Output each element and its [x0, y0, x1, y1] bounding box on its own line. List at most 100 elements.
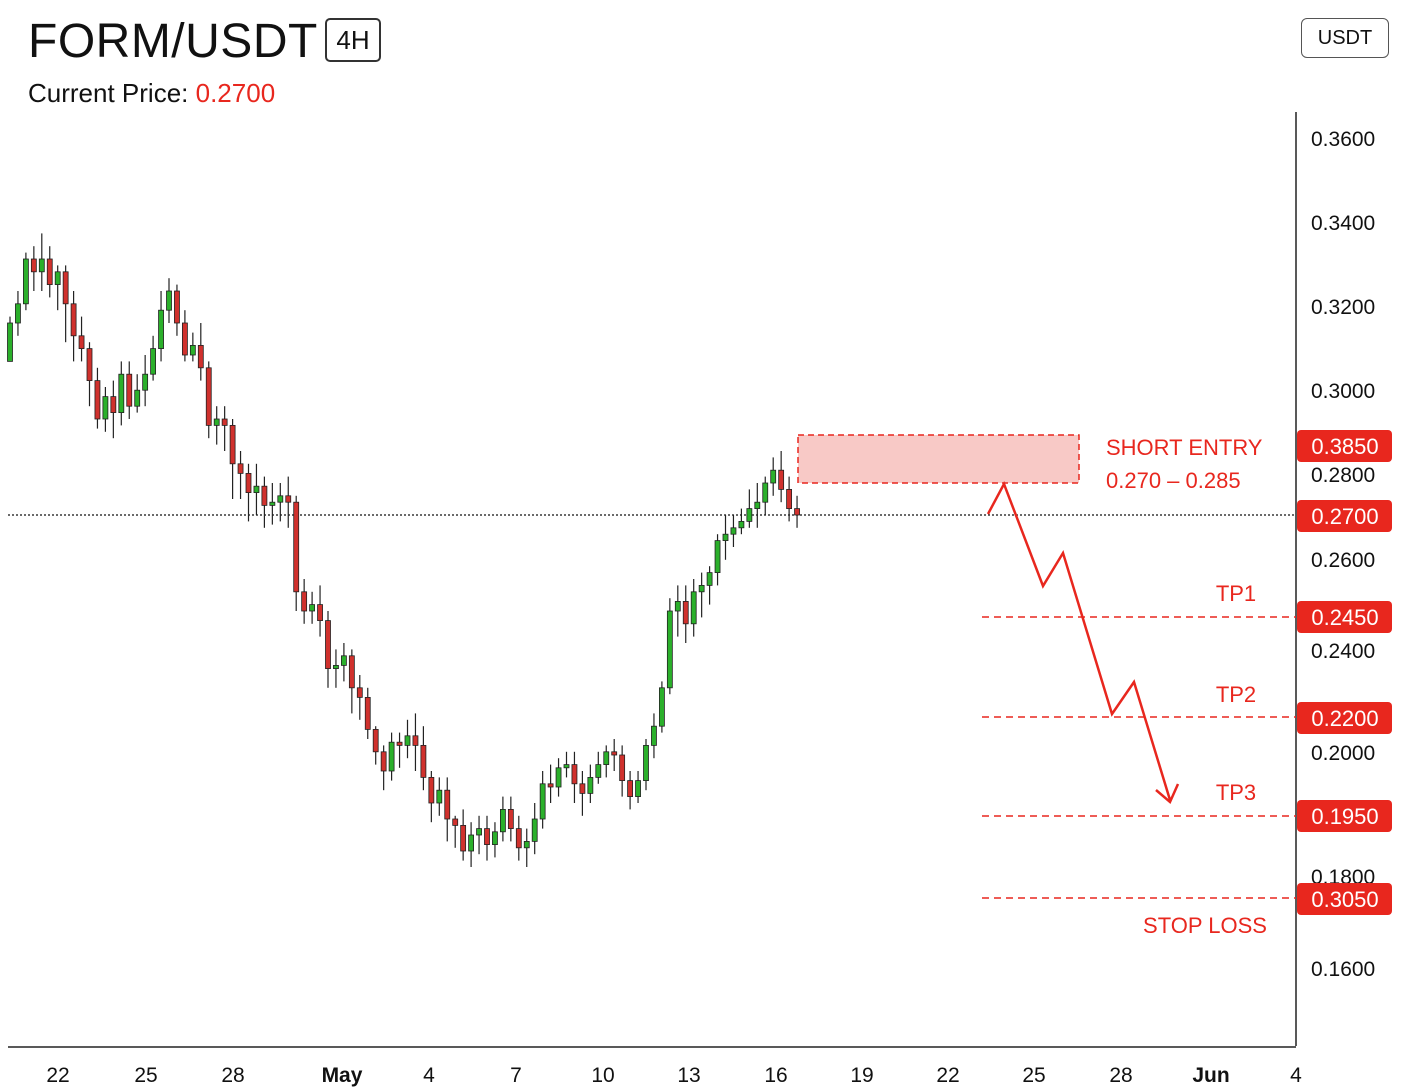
candle-body [778, 469, 785, 490]
tp1-badge: 0.2450 [1297, 601, 1392, 633]
candle-body [770, 469, 777, 484]
candle-body [428, 777, 435, 804]
short-entry-badge-bg [1297, 430, 1392, 462]
current-price-line: Current Price: 0.2700 [28, 78, 275, 109]
candle-body [746, 508, 753, 522]
candle-body [635, 780, 641, 797]
projected-path-arrow [986, 480, 1172, 801]
candle-body [539, 783, 546, 820]
current-price-badge-bg [1297, 500, 1392, 532]
candle-body [420, 745, 427, 778]
candle-body [54, 271, 61, 285]
candle-body [78, 335, 85, 349]
quote-currency-button[interactable]: USDT [1301, 18, 1389, 58]
candle-body [237, 463, 244, 474]
tp3-badge-bg [1297, 800, 1392, 832]
candle-body [142, 373, 149, 391]
candle-body [317, 604, 323, 621]
x-tick-label: 25 [134, 1064, 157, 1087]
candle-body [388, 741, 395, 772]
candle-body [181, 322, 188, 356]
stop-loss-label: STOP LOSS [1143, 913, 1267, 938]
tp1-badge-text: 0.2450 [1311, 605, 1378, 630]
y-axis-labels: 0.3600 0.3400 0.3200 0.3000 0.2800 0.260… [1311, 128, 1375, 981]
candle-body [682, 601, 689, 625]
short-entry-zone[interactable] [797, 434, 1080, 484]
candle-body [102, 396, 109, 420]
candle-body [499, 809, 506, 833]
tp3-label: TP3 [1216, 780, 1256, 805]
y-tick-label: 0.2400 [1311, 640, 1375, 663]
candle-body [325, 620, 331, 669]
x-tick-label: 22 [46, 1064, 69, 1087]
candle-body [134, 389, 141, 407]
candle-body [611, 751, 618, 756]
current-price-value: 0.2700 [195, 78, 276, 108]
y-tick-label: 0.3400 [1311, 212, 1375, 235]
current-price-badge-text: 0.2700 [1311, 504, 1378, 529]
candle-body [15, 303, 21, 324]
price-badges: 0.3850 0.2700 0.2450 0.2200 0.1950 0.305… [1297, 430, 1392, 915]
candle-body [515, 828, 522, 849]
candle-body [293, 501, 300, 593]
y-tick-label: 0.1600 [1311, 958, 1375, 981]
candle-body [452, 818, 459, 826]
candle-body [46, 258, 53, 286]
y-tick-label: 0.2600 [1311, 549, 1375, 572]
y-tick-label: 0.3200 [1311, 296, 1375, 319]
candle-body [174, 290, 180, 324]
candle-body [571, 764, 578, 785]
candle-body [444, 789, 451, 820]
x-tick-label: 25 [1022, 1064, 1045, 1087]
candle-body [86, 348, 93, 382]
stop-loss-badge-bg [1297, 883, 1392, 915]
candle-body [492, 831, 498, 845]
candle-body [698, 585, 705, 593]
candle-body [531, 818, 538, 842]
current-price-label: Current Price: [28, 78, 189, 108]
candle-body [126, 373, 133, 407]
candle-body [563, 764, 570, 769]
candle-body [396, 741, 403, 746]
candle-body [166, 290, 172, 311]
candle-body [404, 735, 411, 746]
candle-body [30, 258, 37, 273]
candle-body [110, 396, 117, 414]
candle-body [476, 828, 482, 836]
x-tick-label: May [322, 1064, 363, 1087]
tp2-label: TP2 [1216, 682, 1256, 707]
candle-body [253, 485, 260, 494]
candle-body [555, 767, 562, 788]
candle-body [213, 418, 220, 426]
x-tick-label: 10 [591, 1064, 614, 1087]
tp3-badge: 0.1950 [1297, 800, 1392, 832]
tp2-badge-text: 0.2200 [1311, 706, 1378, 731]
candle-body [547, 783, 554, 788]
candle-body [94, 380, 101, 420]
candle-body [245, 472, 252, 493]
candle-body [754, 501, 761, 510]
timeframe-badge[interactable]: 4H [325, 18, 381, 62]
candle-body [372, 729, 379, 753]
candle-body [786, 488, 792, 509]
candle-body [659, 687, 665, 727]
symbol-title: FORM/USDT [28, 15, 318, 68]
candle-body [706, 572, 713, 586]
x-tick-label: 19 [850, 1064, 873, 1087]
tp1-label: TP1 [1216, 581, 1256, 606]
candle-body [277, 495, 284, 503]
candle-body [666, 610, 673, 689]
candle-body [762, 482, 769, 503]
candle-body [627, 780, 633, 797]
candle-body [507, 809, 514, 830]
candle-body [460, 825, 467, 852]
candle-body [579, 783, 586, 794]
candle-body [468, 834, 475, 852]
arrow-head-icon [1155, 783, 1180, 805]
short-entry-label: SHORT ENTRY [1106, 435, 1263, 460]
candle-body [70, 303, 77, 337]
x-tick-label: 16 [764, 1064, 787, 1087]
x-tick-label: 28 [221, 1064, 244, 1087]
tp3-badge-text: 0.1950 [1311, 804, 1378, 829]
